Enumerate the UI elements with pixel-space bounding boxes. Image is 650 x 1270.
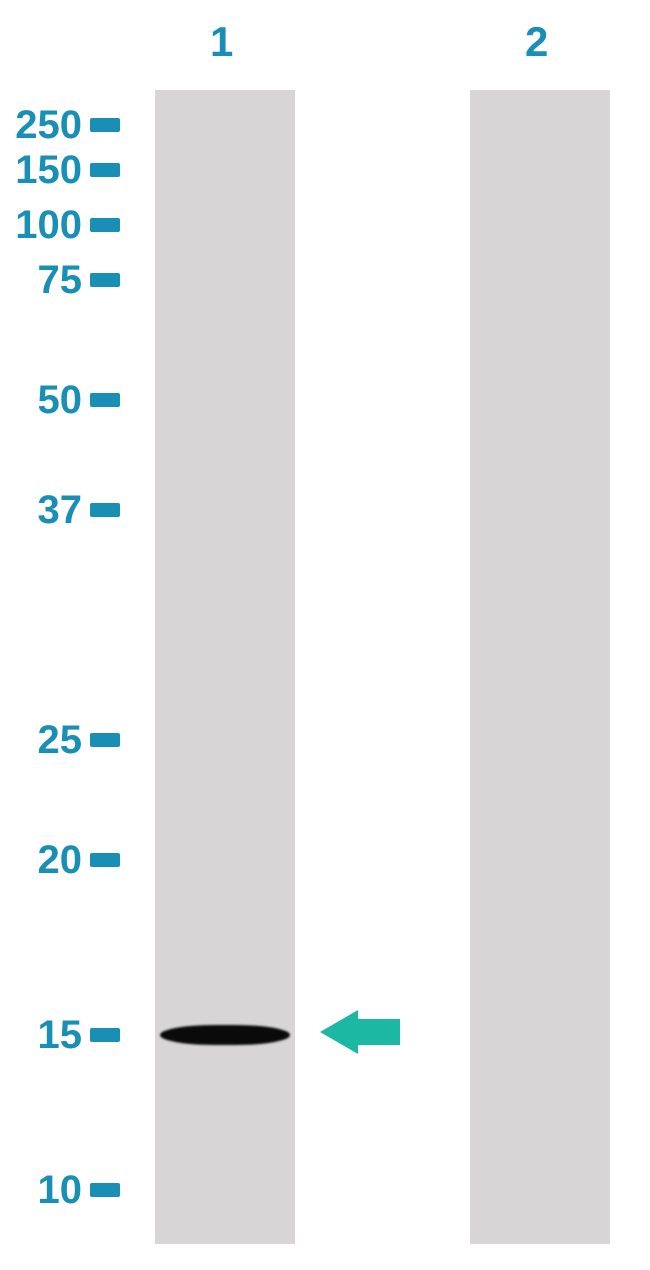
marker-dash-75	[90, 273, 120, 287]
marker-label-15: 15	[0, 1013, 90, 1058]
marker-row-50: 50	[0, 390, 120, 410]
marker-dash-25	[90, 733, 120, 747]
marker-row-37: 37	[0, 500, 120, 520]
marker-label-100: 100	[0, 203, 90, 248]
lane-label-1: 1	[210, 18, 233, 66]
marker-dash-10	[90, 1183, 120, 1197]
marker-label-250: 250	[0, 103, 90, 148]
marker-row-100: 100	[0, 215, 120, 235]
marker-dash-37	[90, 503, 120, 517]
marker-label-25: 25	[0, 718, 90, 763]
marker-dash-15	[90, 1028, 120, 1042]
lane-label-2: 2	[525, 18, 548, 66]
marker-row-250: 250	[0, 115, 120, 135]
marker-row-15: 15	[0, 1025, 120, 1045]
marker-label-37: 37	[0, 488, 90, 533]
arrow-shaft	[358, 1019, 400, 1045]
marker-row-150: 150	[0, 160, 120, 180]
arrow-head	[320, 1010, 358, 1054]
marker-label-20: 20	[0, 838, 90, 883]
marker-dash-20	[90, 853, 120, 867]
marker-row-20: 20	[0, 850, 120, 870]
marker-label-10: 10	[0, 1168, 90, 1213]
marker-dash-50	[90, 393, 120, 407]
band-lane1	[160, 1025, 290, 1045]
blot-container: 1225015010075503725201510	[0, 0, 650, 1270]
marker-row-25: 25	[0, 730, 120, 750]
marker-label-75: 75	[0, 258, 90, 303]
lane-2	[470, 90, 610, 1244]
marker-row-10: 10	[0, 1180, 120, 1200]
lane-1	[155, 90, 295, 1244]
marker-dash-100	[90, 218, 120, 232]
marker-label-50: 50	[0, 378, 90, 423]
marker-dash-250	[90, 118, 120, 132]
pointer-arrow-icon	[320, 1010, 400, 1054]
marker-label-150: 150	[0, 148, 90, 193]
marker-dash-150	[90, 163, 120, 177]
marker-row-75: 75	[0, 270, 120, 290]
